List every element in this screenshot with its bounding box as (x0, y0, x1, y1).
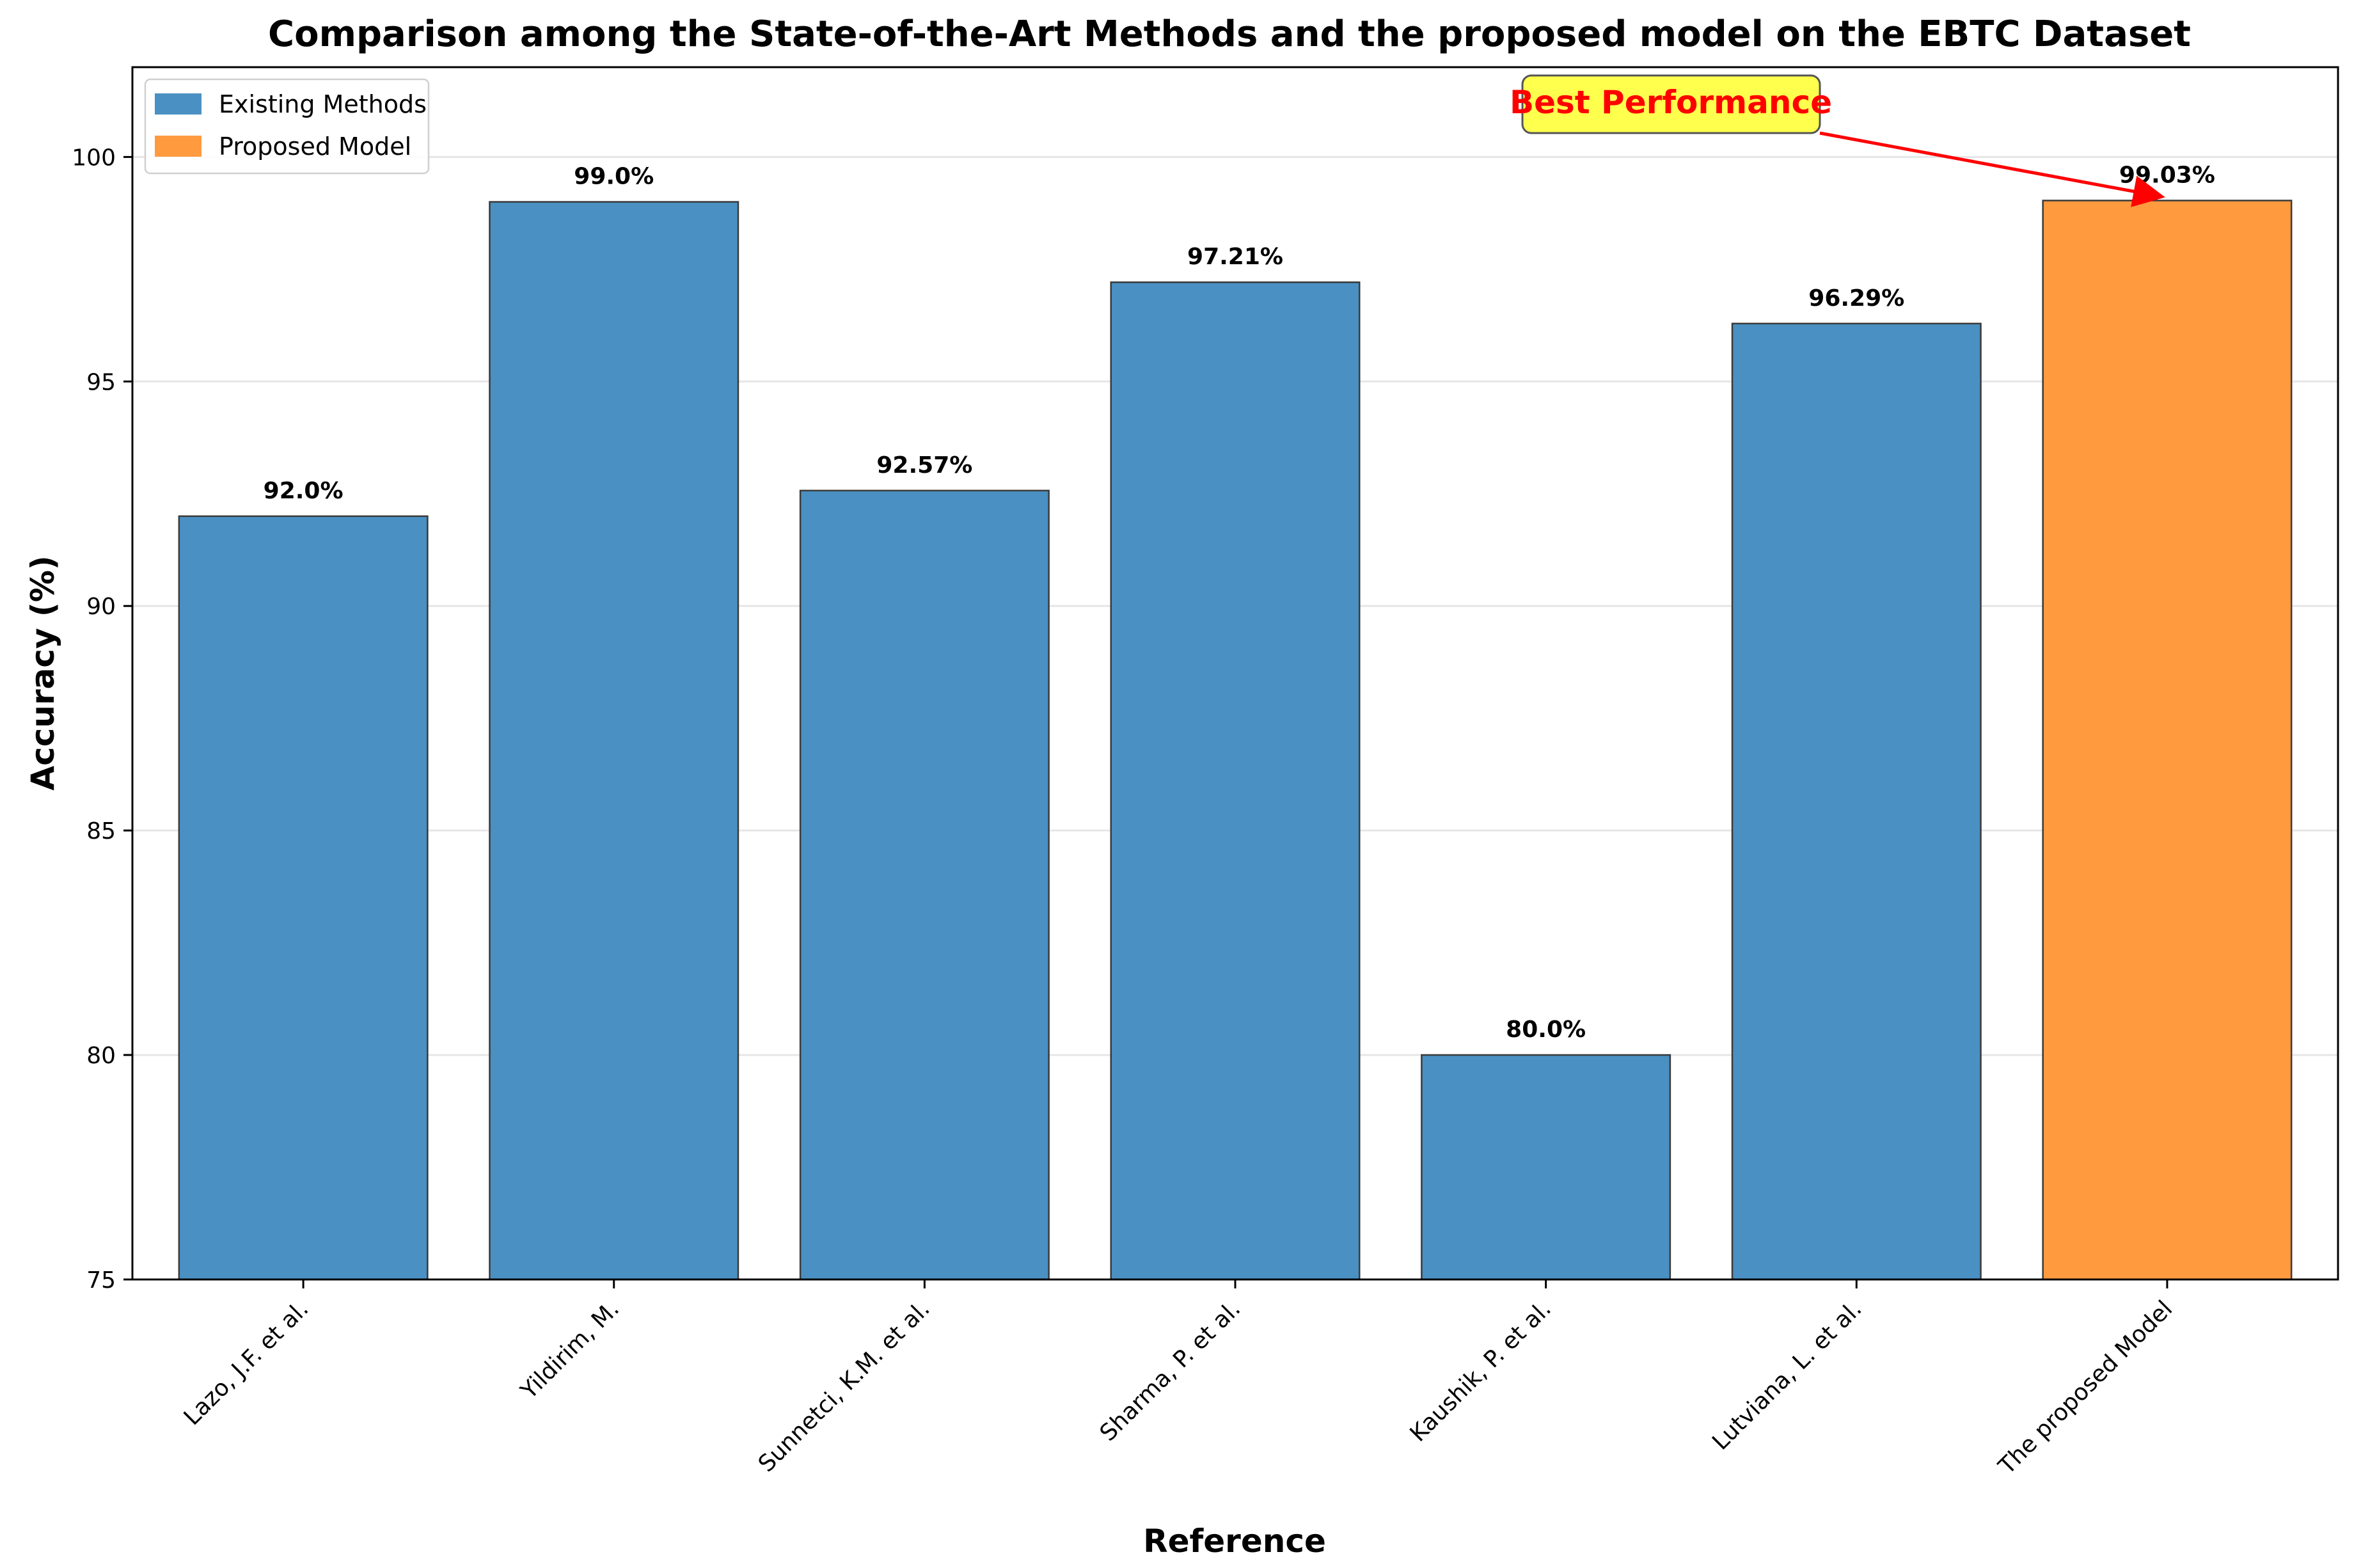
value-labels: 92.0% 99.0% 92.57% 97.21% 80.0% 96.29% 99.03% (264, 162, 2215, 1043)
y-tick-label: 75 (86, 1267, 116, 1294)
bar-existing (1421, 1054, 1671, 1281)
y-tick-label: 90 (86, 594, 116, 620)
bar-existing (1731, 322, 1982, 1281)
bar-value-label: 99.03% (2119, 162, 2215, 188)
bar-proposed (2042, 200, 2293, 1281)
x-axis-title: Reference (1143, 1523, 1326, 1560)
y-tick-label: 85 (86, 818, 116, 844)
legend-label-proposed: Proposed Model (219, 132, 411, 161)
y-axis-title: Accuracy (%) (24, 555, 61, 790)
bar-value-label: 96.29% (1808, 285, 1904, 312)
bar-existing (1110, 281, 1361, 1281)
y-axis: 75 80 85 90 95 100 (72, 145, 132, 1294)
annotation-box (1521, 74, 1821, 134)
bar-value-label: 99.0% (574, 164, 654, 190)
bars (178, 200, 2293, 1281)
legend-swatch-proposed (155, 136, 201, 157)
y-tick-label: 95 (86, 369, 116, 395)
bar-existing (799, 489, 1050, 1281)
annotation-arrow (1819, 131, 2165, 207)
legend-label-existing: Existing Methods (219, 90, 427, 118)
legend-box (144, 78, 430, 175)
legend: Existing Methods Proposed Model (144, 78, 430, 175)
bar-existing (489, 201, 739, 1281)
bar-value-label: 92.57% (876, 452, 972, 479)
annotation-text: Best Performance (1510, 84, 1832, 121)
y-tick-label: 80 (86, 1043, 116, 1069)
chart-title: Comparison among the State-of-the-Art Me… (268, 13, 2191, 55)
legend-swatch-existing (155, 93, 201, 115)
bar-value-label: 92.0% (264, 478, 344, 504)
best-performance-annotation: Best Performance (1510, 74, 2165, 207)
y-tick-label: 100 (72, 145, 116, 171)
bar-existing (178, 515, 429, 1281)
bar-value-label: 97.21% (1187, 244, 1283, 270)
bar-value-label: 80.0% (1506, 1017, 1586, 1043)
